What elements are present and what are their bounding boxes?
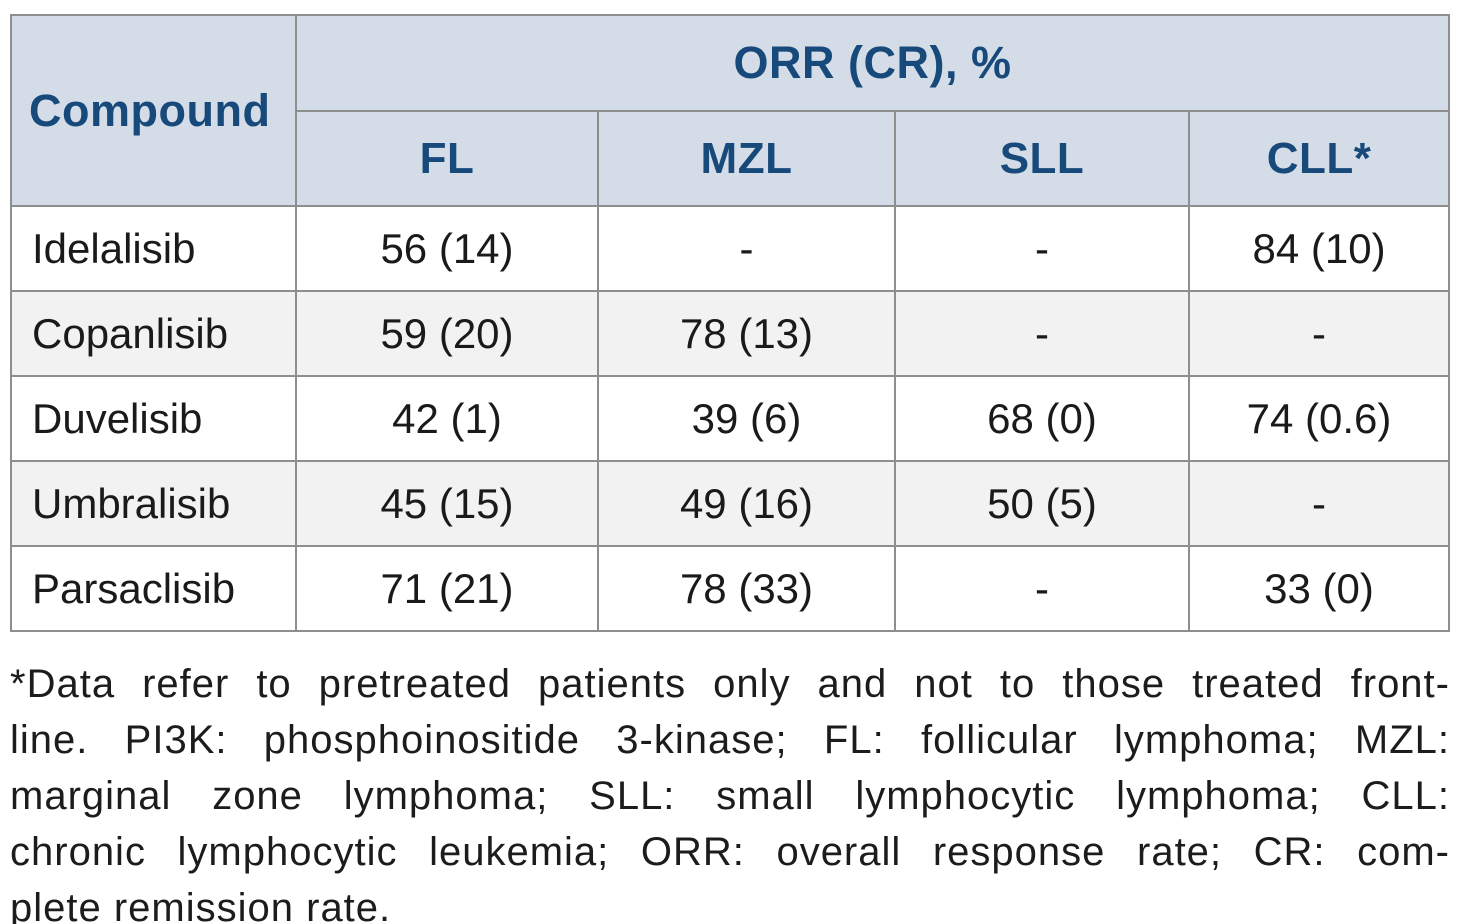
cell-value: - bbox=[1187, 460, 1451, 547]
compound-name: Duvelisib bbox=[10, 375, 297, 462]
table-row-copanlisib: Copanlisib 59 (20) 78 (13) - - bbox=[10, 290, 1451, 377]
cell-value: - bbox=[894, 290, 1190, 377]
column-header-fl: FL bbox=[295, 110, 599, 207]
table-row-duvelisib: Duvelisib 42 (1) 39 (6) 68 (0) 74 (0.6) bbox=[10, 375, 1451, 462]
column-header-compound: Compound bbox=[10, 14, 297, 207]
table-body: Idelalisib 56 (14) - - 84 (10) Copanlisi… bbox=[10, 205, 1451, 632]
table-row-idelalisib: Idelalisib 56 (14) - - 84 (10) bbox=[10, 205, 1451, 292]
orr-results-table: Compound ORR (CR), % FL MZL SLL CLL* Ide… bbox=[10, 14, 1451, 632]
table-row-parsaclisib: Parsaclisib 71 (21) 78 (33) - 33 (0) bbox=[10, 545, 1451, 632]
table-row-umbralisib: Umbralisib 45 (15) 49 (16) 50 (5) - bbox=[10, 460, 1451, 547]
cell-value: 74 (0.6) bbox=[1187, 375, 1451, 462]
cell-value: 42 (1) bbox=[295, 375, 599, 462]
cell-value: 39 (6) bbox=[597, 375, 896, 462]
footnote-line: *Data refer to pretreated patients only … bbox=[10, 662, 1450, 706]
footnote-line: chronic lymphocytic leukemia; ORR: overa… bbox=[10, 830, 1450, 874]
cell-value: - bbox=[1187, 290, 1451, 377]
cell-value: - bbox=[894, 205, 1190, 292]
footnote-line: line. PI3K: phosphoinositide 3-kinase; F… bbox=[10, 718, 1450, 762]
cell-value: 59 (20) bbox=[295, 290, 599, 377]
compound-name: Parsaclisib bbox=[10, 545, 297, 632]
cell-value: 78 (13) bbox=[597, 290, 896, 377]
compound-name: Copanlisib bbox=[10, 290, 297, 377]
cell-value: 84 (10) bbox=[1187, 205, 1451, 292]
column-group-header-orr-cr: ORR (CR), % bbox=[294, 14, 1451, 112]
cell-value: 56 (14) bbox=[295, 205, 599, 292]
cell-value: 45 (15) bbox=[295, 460, 599, 547]
table-footnote: *Data refer to pretreated patients only … bbox=[10, 656, 1450, 924]
cell-value: 33 (0) bbox=[1187, 545, 1451, 632]
column-header-sll: SLL bbox=[894, 110, 1190, 207]
compound-name: Idelalisib bbox=[10, 205, 297, 292]
cell-value: - bbox=[894, 545, 1190, 632]
compound-name: Umbralisib bbox=[10, 460, 297, 547]
cell-value: - bbox=[597, 205, 896, 292]
cell-value: 71 (21) bbox=[295, 545, 599, 632]
cell-value: 68 (0) bbox=[894, 375, 1190, 462]
footnote-line: plete remission rate. bbox=[10, 886, 392, 924]
cell-value: 78 (33) bbox=[597, 545, 896, 632]
cell-value: 50 (5) bbox=[894, 460, 1190, 547]
column-header-cll: CLL* bbox=[1187, 110, 1451, 207]
footnote-line: marginal zone lymphoma; SLL: small lymph… bbox=[10, 774, 1450, 818]
table-header: Compound ORR (CR), % FL MZL SLL CLL* bbox=[10, 14, 1451, 207]
cell-value: 49 (16) bbox=[597, 460, 896, 547]
column-header-mzl: MZL bbox=[597, 110, 896, 207]
